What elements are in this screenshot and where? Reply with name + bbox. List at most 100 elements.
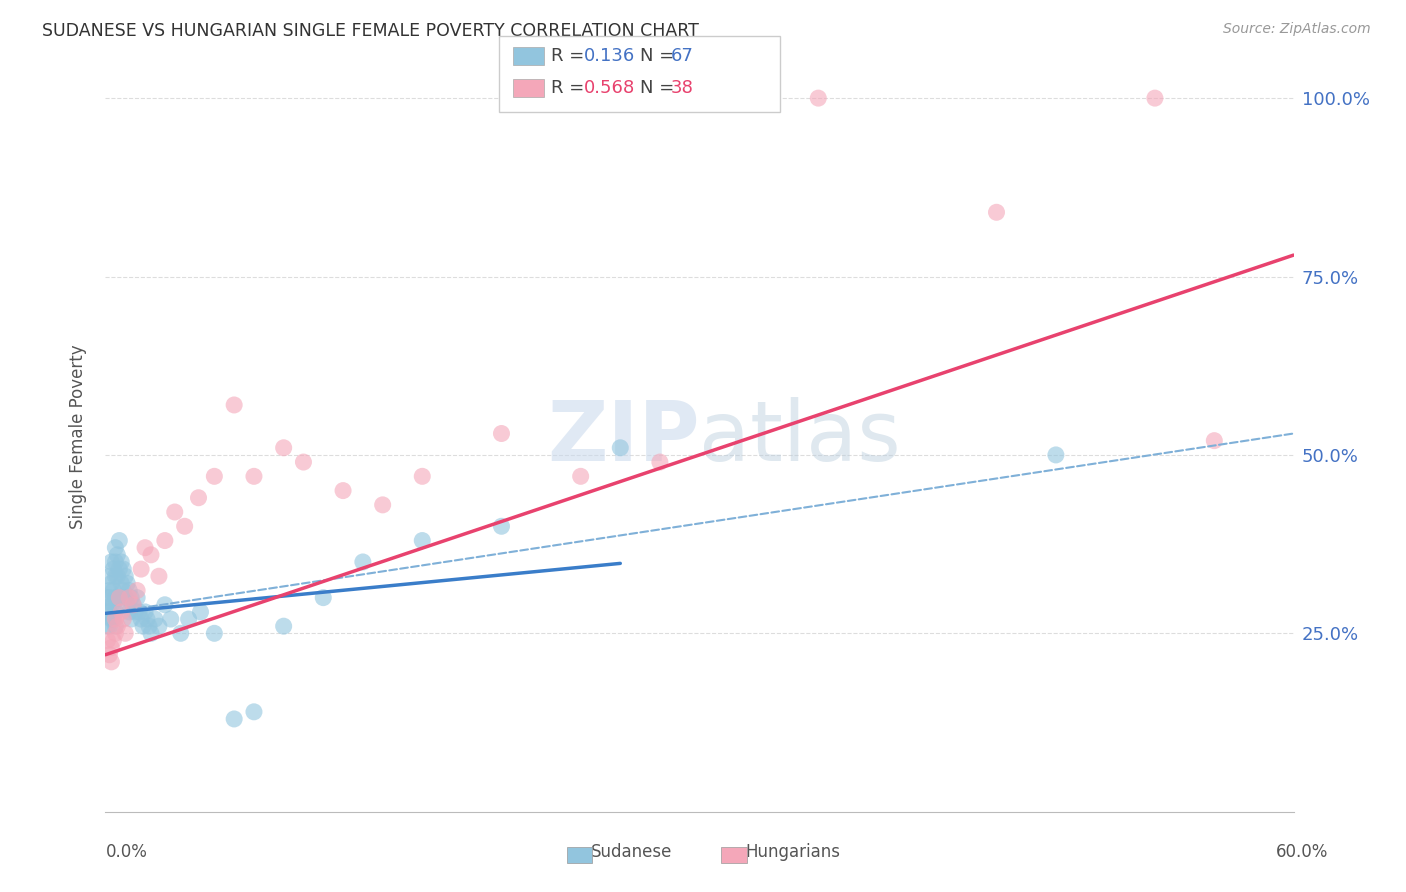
Point xyxy=(98,619,121,633)
Y-axis label: Single Female Poverty: Single Female Poverty xyxy=(69,345,87,529)
Point xyxy=(114,626,136,640)
Point xyxy=(138,619,160,633)
Point xyxy=(100,598,122,612)
Point xyxy=(105,569,128,583)
Point xyxy=(224,712,246,726)
Point xyxy=(115,598,138,612)
Point xyxy=(292,455,315,469)
Point xyxy=(177,612,200,626)
Point xyxy=(134,605,156,619)
Point xyxy=(190,605,212,619)
Text: SUDANESE VS HUNGARIAN SINGLE FEMALE POVERTY CORRELATION CHART: SUDANESE VS HUNGARIAN SINGLE FEMALE POVE… xyxy=(42,22,699,40)
Point xyxy=(163,505,186,519)
Point xyxy=(118,605,141,619)
Point xyxy=(569,469,592,483)
Point xyxy=(124,605,146,619)
Point xyxy=(1204,434,1226,448)
Point xyxy=(159,612,181,626)
Point xyxy=(100,576,122,591)
Point xyxy=(411,533,433,548)
Text: 0.136: 0.136 xyxy=(583,47,634,65)
Point xyxy=(98,605,121,619)
Point xyxy=(273,619,295,633)
Point xyxy=(98,648,121,662)
Point xyxy=(96,591,118,605)
Point xyxy=(648,455,671,469)
Point xyxy=(108,562,131,576)
Point xyxy=(108,591,131,605)
Point xyxy=(103,583,125,598)
Point xyxy=(104,555,127,569)
Point xyxy=(1143,91,1166,105)
Point xyxy=(98,569,121,583)
Point xyxy=(120,612,142,626)
Point xyxy=(104,619,127,633)
Point xyxy=(103,598,125,612)
Text: Source: ZipAtlas.com: Source: ZipAtlas.com xyxy=(1223,22,1371,37)
Point xyxy=(103,633,125,648)
Point xyxy=(105,619,128,633)
Point xyxy=(105,548,128,562)
Point xyxy=(104,605,127,619)
Point xyxy=(129,562,152,576)
Text: 60.0%: 60.0% xyxy=(1277,843,1329,861)
Point xyxy=(122,598,145,612)
Point xyxy=(127,583,149,598)
Text: 0.568: 0.568 xyxy=(583,79,634,97)
Point xyxy=(103,612,125,626)
Point xyxy=(100,555,122,569)
Point xyxy=(100,640,122,655)
Point xyxy=(104,591,127,605)
Text: atlas: atlas xyxy=(700,397,901,477)
Point xyxy=(243,705,266,719)
Point xyxy=(148,569,170,583)
Point xyxy=(1045,448,1067,462)
Point xyxy=(139,626,162,640)
Point xyxy=(108,533,131,548)
Point xyxy=(273,441,295,455)
Point xyxy=(491,426,513,441)
Point xyxy=(122,598,145,612)
Point xyxy=(243,469,266,483)
Point xyxy=(312,591,335,605)
Text: R =: R = xyxy=(551,79,591,97)
Point xyxy=(127,591,149,605)
Point xyxy=(104,626,127,640)
Point xyxy=(112,562,135,576)
Point xyxy=(98,583,121,598)
Point xyxy=(986,205,1008,219)
Point xyxy=(224,398,246,412)
Point xyxy=(491,519,513,533)
Point xyxy=(807,91,830,105)
Point xyxy=(100,655,122,669)
Point xyxy=(202,469,225,483)
Point xyxy=(103,562,125,576)
Point xyxy=(153,598,176,612)
Point xyxy=(112,583,135,598)
Point xyxy=(120,591,142,605)
Point xyxy=(139,548,162,562)
Point xyxy=(105,591,128,605)
Point xyxy=(118,591,141,605)
Point xyxy=(371,498,394,512)
Point xyxy=(128,605,150,619)
Point xyxy=(134,541,156,555)
Point xyxy=(98,591,121,605)
Point xyxy=(114,591,136,605)
Text: 67: 67 xyxy=(671,47,693,65)
Text: R =: R = xyxy=(551,47,591,65)
Point xyxy=(609,441,631,455)
Point xyxy=(132,619,155,633)
Text: N =: N = xyxy=(640,47,679,65)
Point xyxy=(332,483,354,498)
Text: ZIP: ZIP xyxy=(547,397,700,477)
Point xyxy=(112,612,135,626)
Point xyxy=(110,605,132,619)
Point xyxy=(96,633,118,648)
Point xyxy=(129,612,152,626)
Point xyxy=(115,576,138,591)
Point xyxy=(114,569,136,583)
Point xyxy=(108,591,131,605)
Point xyxy=(153,533,176,548)
Point xyxy=(104,612,127,626)
